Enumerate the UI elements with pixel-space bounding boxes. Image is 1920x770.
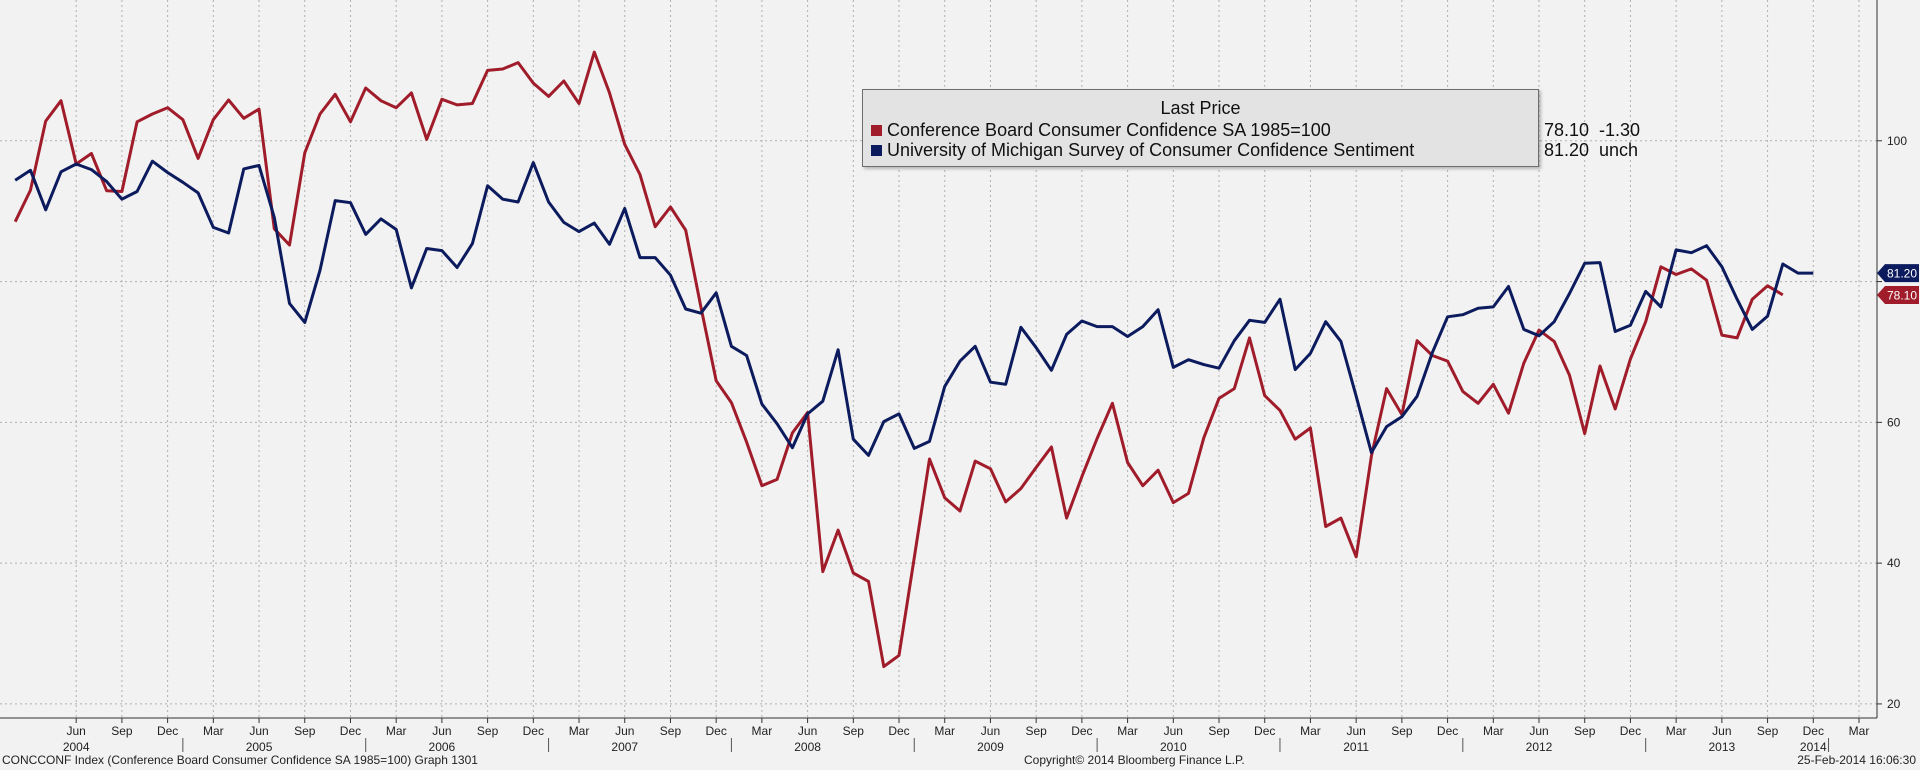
axes: Jun Sep Dec Mar Jun Sep Dec Mar Jun Sep Dec Mar Jun S… xyxy=(0,0,1907,754)
x-tick-label: Jun xyxy=(67,724,86,738)
x-year-label: 2006 xyxy=(429,740,456,754)
x-tick-label: Sep xyxy=(1391,724,1413,738)
x-tick-label: Mar xyxy=(569,724,590,738)
x-tick-label: Jun xyxy=(1712,724,1731,738)
legend-name-conference-board: Conference Board Consumer Confidence SA … xyxy=(887,120,1331,140)
x-tick-label: Sep xyxy=(294,724,316,738)
x-tick-label: Jun xyxy=(615,724,634,738)
legend-name-michigan: University of Michigan Survey of Consume… xyxy=(887,140,1415,160)
legend-swatch-conference-board xyxy=(871,125,882,136)
x-tick-label: Mar xyxy=(1483,724,1504,738)
x-tick-label: Dec xyxy=(523,724,544,738)
x-tick-label: Jun xyxy=(432,724,451,738)
legend-row-michigan: University of Michigan Survey of Consume… xyxy=(871,140,1638,160)
x-tick-label: Mar xyxy=(1666,724,1687,738)
y-tick-label: 100 xyxy=(1887,134,1907,148)
x-tick-label: Jun xyxy=(1164,724,1183,738)
x-tick-label: Sep xyxy=(1757,724,1779,738)
x-year-label: 2010 xyxy=(1160,740,1187,754)
last-value-tag-conference-board: 78.10 xyxy=(1877,285,1919,304)
x-tick-label: Mar xyxy=(203,724,224,738)
x-tick-label: Sep xyxy=(111,724,133,738)
x-tick-label: Dec xyxy=(888,724,909,738)
x-tick-label: Jun xyxy=(1346,724,1365,738)
x-tick-label: Mar xyxy=(1117,724,1138,738)
x-tick-label: Sep xyxy=(477,724,499,738)
x-tick-label: Mar xyxy=(1849,724,1870,738)
y-tick-label: 20 xyxy=(1887,697,1901,711)
x-year-label: 2011 xyxy=(1343,740,1369,754)
last-value-tag-text: 81.20 xyxy=(1887,267,1917,281)
legend-header: Last Price xyxy=(1160,98,1241,118)
x-tick-label: Jun xyxy=(981,724,1000,738)
legend-row-conference-board: Conference Board Consumer Confidence SA … xyxy=(871,120,1640,140)
x-tick-label: Sep xyxy=(660,724,682,738)
x-tick-label: Mar xyxy=(752,724,773,738)
x-tick-label: Dec xyxy=(1071,724,1092,738)
x-tick-label: Mar xyxy=(1300,724,1321,738)
x-year-label: 2007 xyxy=(611,740,638,754)
x-year-label: 2004 xyxy=(63,740,90,754)
x-tick-label: Dec xyxy=(1620,724,1641,738)
legend-swatch-michigan xyxy=(871,145,882,156)
y-tick-label: 60 xyxy=(1887,415,1901,429)
last-value-tags: 78.10 81.20 xyxy=(1877,264,1919,304)
last-value-tag-bg xyxy=(1877,285,1919,304)
x-year-label: 2013 xyxy=(1709,740,1736,754)
x-tick-label: Jun xyxy=(1529,724,1548,738)
x-tick-label: Sep xyxy=(843,724,865,738)
x-tick-label: Jun xyxy=(798,724,817,738)
x-tick-label: Dec xyxy=(340,724,361,738)
x-tick-label: Sep xyxy=(1208,724,1230,738)
last-value-tag-michigan: 81.20 xyxy=(1877,264,1919,283)
x-tick-label: Sep xyxy=(1574,724,1596,738)
series-lines xyxy=(13,50,1814,669)
footer-timestamp: 25-Feb-2014 16:06:30 xyxy=(1797,753,1916,767)
x-tick-label: Mar xyxy=(386,724,407,738)
x-tick-label: Jun xyxy=(249,724,268,738)
x-tick-label: Dec xyxy=(157,724,178,738)
last-value-tag-bg xyxy=(1877,264,1919,283)
x-tick-label: Sep xyxy=(1025,724,1047,738)
x-year-label: 2005 xyxy=(246,740,273,754)
series-line-michigan xyxy=(14,159,1814,457)
x-tick-label: Dec xyxy=(706,724,727,738)
footer-index-description: CONCCONF Index (Conference Board Consume… xyxy=(2,753,478,767)
legend-change-conference-board: -1.30 xyxy=(1599,120,1641,140)
x-tick-label: Dec xyxy=(1803,724,1824,738)
x-tick-label: Mar xyxy=(934,724,955,738)
legend-change-michigan: unch xyxy=(1599,140,1639,160)
footer-copyright: Copyright© 2014 Bloomberg Finance L.P. xyxy=(1024,753,1245,767)
last-value-tag-text: 78.10 xyxy=(1887,288,1917,302)
x-year-label: 2014 xyxy=(1800,740,1827,754)
legend-last-michigan: 81.20 xyxy=(1543,140,1589,160)
x-tick-label: Dec xyxy=(1437,724,1458,738)
x-year-label: 2012 xyxy=(1526,740,1553,754)
legend-last-conference-board: 78.10 xyxy=(1543,120,1589,140)
series-line-conference-board xyxy=(13,50,1784,669)
x-year-label: 2008 xyxy=(794,740,821,754)
x-tick-label: Dec xyxy=(1254,724,1275,738)
x-year-label: 2009 xyxy=(977,740,1004,754)
legend: Last Price Conference Board Consumer Con… xyxy=(862,89,1640,167)
y-tick-label: 40 xyxy=(1887,556,1901,570)
